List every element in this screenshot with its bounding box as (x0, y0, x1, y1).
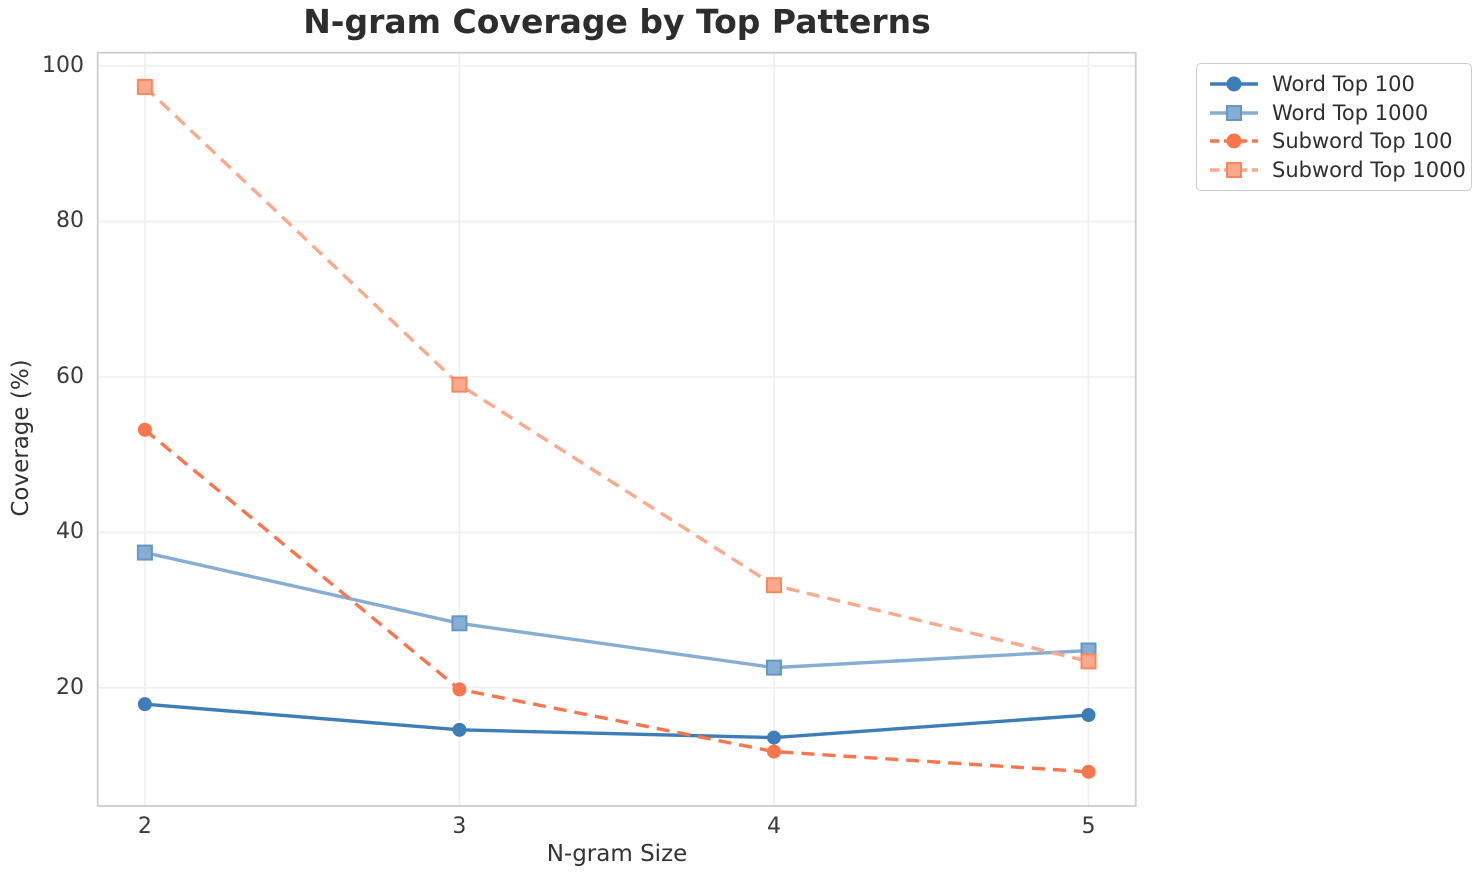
marker-square-word-top-1000 (136, 544, 153, 561)
series-line-word-top-100 (144, 702, 1089, 740)
y-tick-label: 80 (56, 208, 84, 234)
marker-circle-subword-top-100 (766, 744, 781, 759)
series-word-top-100 (137, 697, 1096, 745)
marker-circle-subword-top-100 (137, 422, 152, 437)
axes-box (96, 51, 1137, 807)
x-axis-label: N-gram Size (546, 841, 688, 867)
series-line-word-top-1000 (144, 550, 1089, 670)
marker-circle-word-top-100 (766, 730, 781, 745)
marker-circle-word-top-100 (452, 722, 467, 737)
legend-item-word-top-1000: Word Top 1000 (1209, 99, 1459, 128)
y-axis-label: Coverage (%) (8, 359, 34, 517)
marker-circle-word-top-100 (137, 697, 152, 712)
legend-swatch-circle-icon (1210, 133, 1258, 149)
legend: Word Top 100 Word Top 1000 Subword Top 100… (1196, 63, 1472, 191)
x-tick-label: 5 (1081, 814, 1096, 839)
y-tick-label: 100 (42, 52, 84, 78)
legend-item-subword-top-1000: Subword Top 1000 (1209, 156, 1466, 185)
x-tick-label: 2 (137, 814, 152, 839)
legend-label: Word Top 1000 (1272, 100, 1429, 125)
chart-title: N-gram Coverage by Top Patterns (303, 2, 931, 41)
marker-square-word-top-1000 (451, 615, 468, 632)
legend-label: Subword Top 1000 (1272, 157, 1466, 182)
series-word-top-1000 (136, 544, 1097, 676)
y-tick-label: 60 (56, 363, 84, 389)
legend-item-word-top-100: Word Top 100 (1209, 70, 1459, 99)
series-subword-top-1000 (136, 78, 1097, 670)
x-tick-label: 3 (452, 814, 467, 839)
legend-item-subword-top-100: Subword Top 100 (1209, 127, 1459, 156)
series-line-subword-top-1000 (143, 85, 1089, 664)
y-tick-label: 20 (56, 674, 84, 700)
y-tick-label: 40 (56, 519, 84, 545)
series-subword-top-100 (137, 422, 1096, 779)
legend-label: Subword Top 100 (1272, 129, 1453, 154)
marker-circle-subword-top-100 (452, 682, 467, 697)
marker-circle-word-top-100 (1081, 708, 1096, 723)
marker-circle-subword-top-100 (1081, 764, 1096, 779)
marker-square-subword-top-1000 (1080, 653, 1097, 670)
legend-swatch-circle-icon (1210, 76, 1258, 92)
marker-square-subword-top-1000 (451, 376, 468, 393)
series-line-subword-top-100 (143, 428, 1089, 774)
legend-swatch-square-icon (1210, 161, 1258, 178)
marker-square-subword-top-1000 (765, 577, 782, 594)
legend-label: Word Top 100 (1272, 72, 1415, 97)
legend-swatch-square-icon (1210, 104, 1258, 121)
marker-square-subword-top-1000 (136, 78, 153, 95)
marker-square-word-top-1000 (765, 659, 782, 676)
x-tick-label: 4 (766, 814, 781, 839)
